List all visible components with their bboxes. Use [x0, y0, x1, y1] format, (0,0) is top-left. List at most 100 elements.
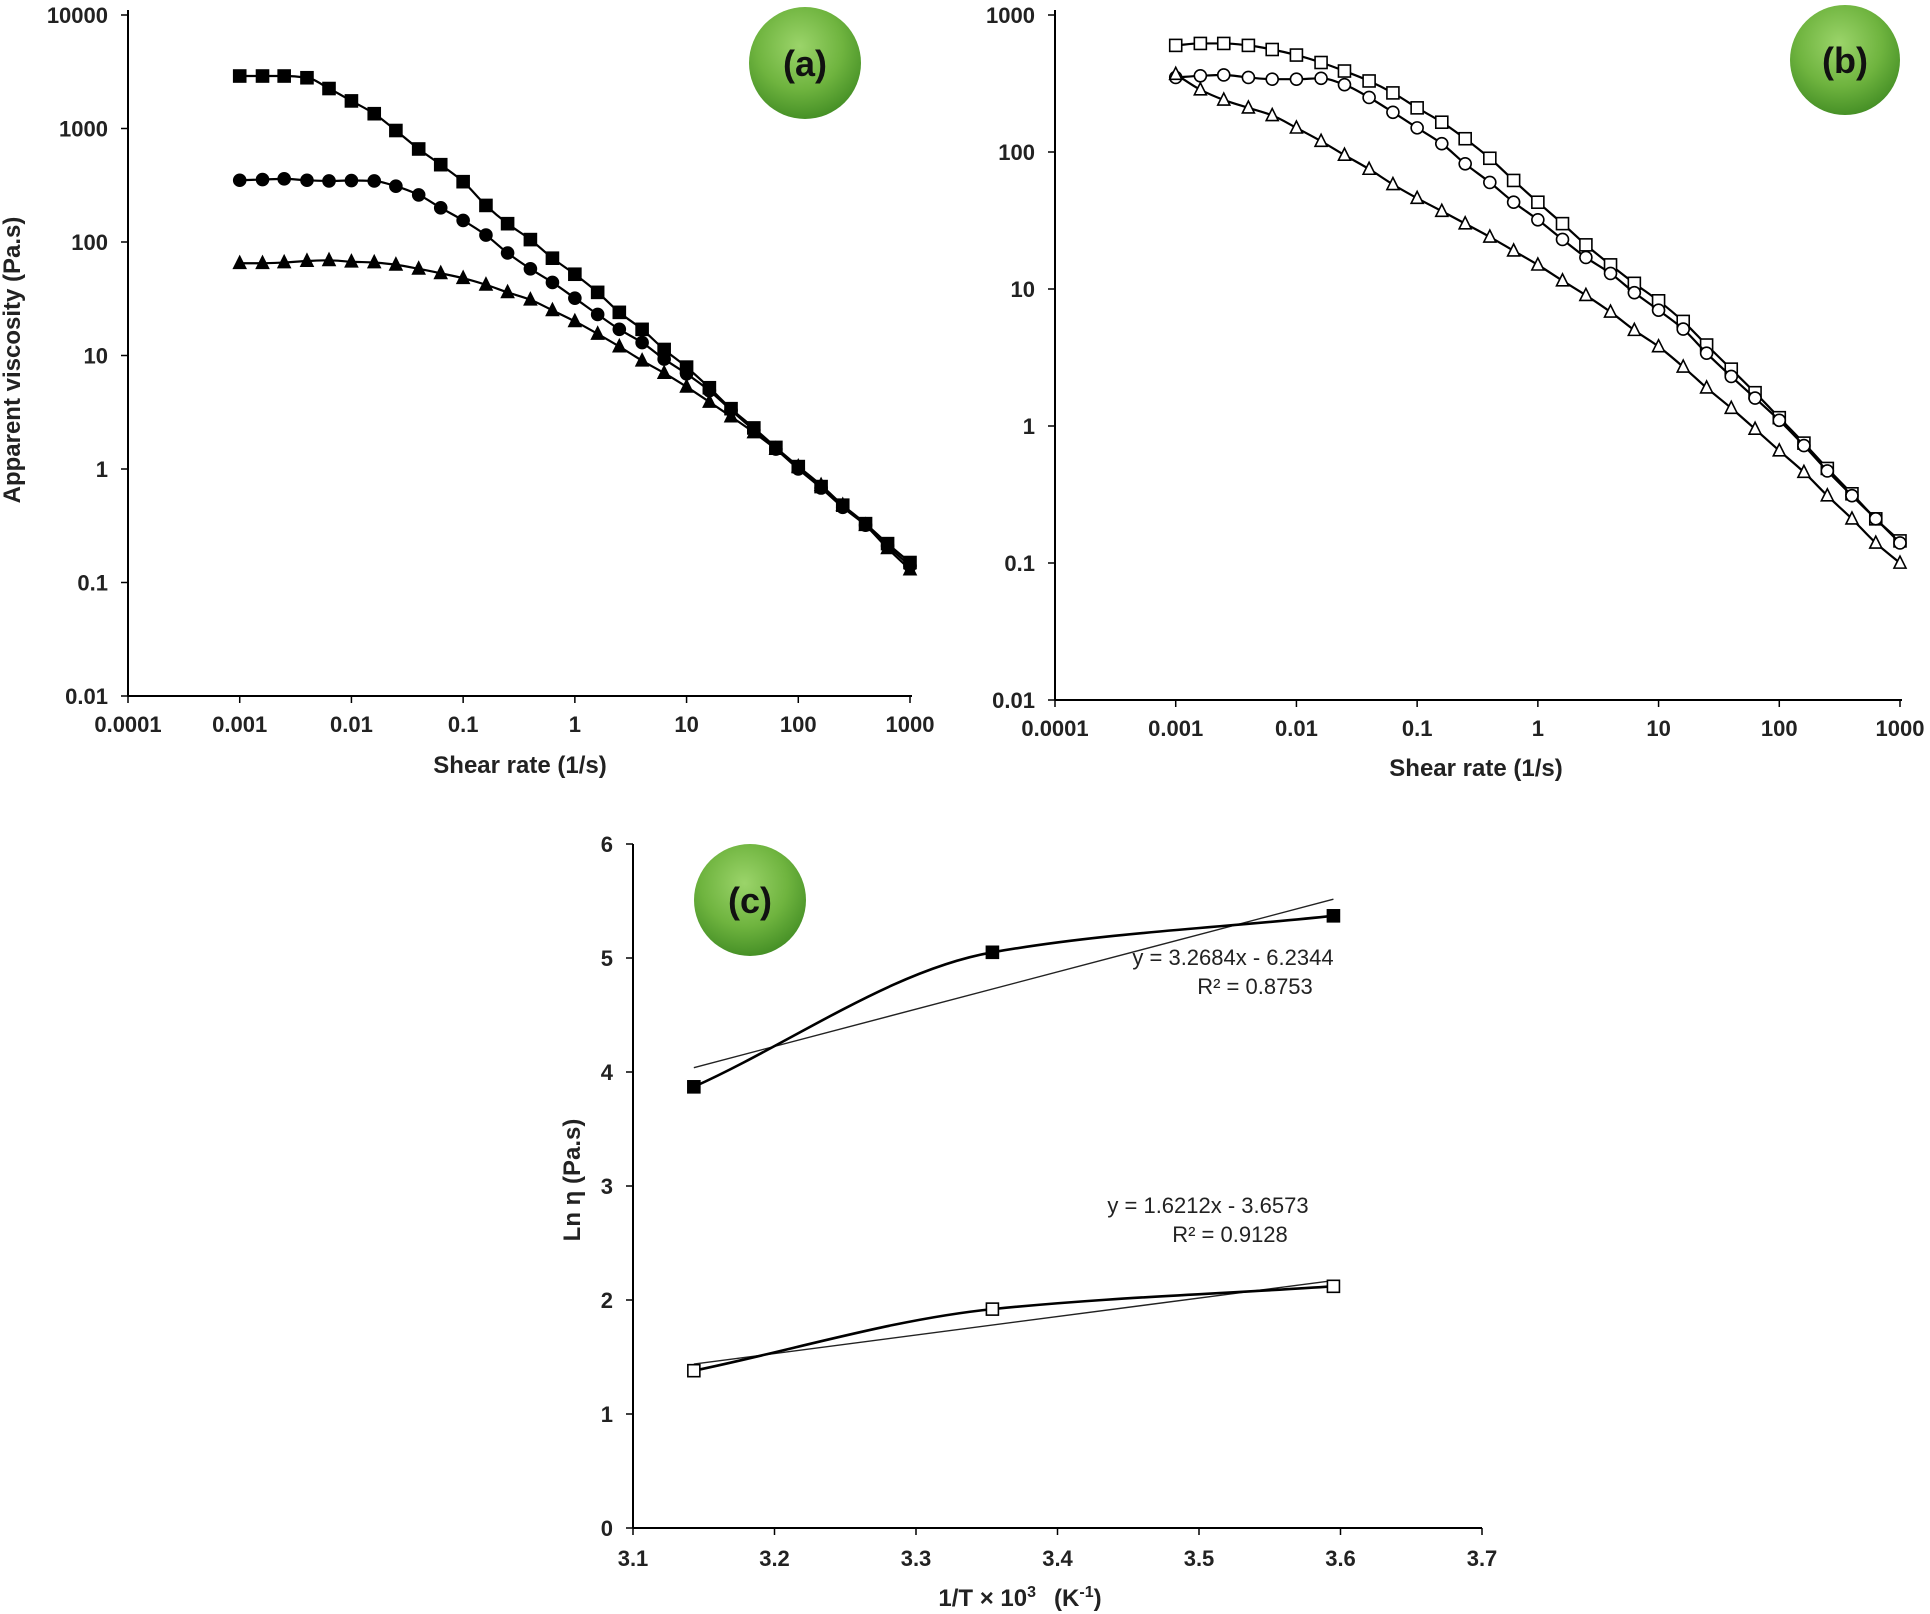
data-point-triangle	[1603, 303, 1618, 318]
x-tick-label: 1	[1532, 716, 1544, 741]
data-point-triangle	[1651, 337, 1666, 353]
data-point-square	[1193, 36, 1208, 51]
y-tick-label: 0	[601, 1516, 613, 1541]
y-tick-label: 1000	[986, 3, 1035, 28]
data-point-circle	[1845, 488, 1859, 503]
trendline-r2-top: R² = 0.8753	[1197, 974, 1313, 999]
data-point-triangle	[344, 253, 359, 268]
data-point-square	[1506, 173, 1521, 188]
x-tick-label: 3.6	[1325, 1546, 1356, 1571]
data-point-triangle	[634, 352, 650, 367]
data-point-square	[1555, 216, 1570, 231]
data-point-circle	[612, 322, 627, 337]
y-tick-label: 0.01	[65, 684, 108, 709]
x-tick-label: 0.0001	[1021, 716, 1088, 741]
data-point-circle	[590, 307, 605, 322]
data-point-triangle	[835, 496, 851, 512]
y-tick-label: 0.1	[77, 571, 108, 596]
chart-c-tick-labels: 3.1 3.2 3.3 3.4 3.5 3.6 3.7 0 1 2 3 4 5 6	[601, 832, 1498, 1571]
y-tick-label: 2	[601, 1288, 613, 1313]
data-point-triangle	[1747, 420, 1763, 435]
data-point-circle	[1337, 77, 1352, 92]
data-point-circle	[1772, 413, 1787, 428]
data-point-circle	[679, 366, 694, 381]
data-point-square	[985, 945, 1000, 960]
data-point-circle	[433, 201, 448, 215]
x-tick-label: 0.0001	[94, 712, 161, 737]
data-point-circle	[1483, 175, 1497, 190]
data-point-triangle	[1193, 81, 1208, 96]
data-point-triangle	[388, 256, 404, 271]
data-point-circle	[1893, 536, 1907, 550]
data-point-triangle	[768, 440, 784, 455]
series-curve	[693, 1285, 1334, 1372]
chart-b-axes	[1048, 10, 1902, 707]
data-point-circle	[1289, 72, 1304, 86]
data-point-circle	[1434, 136, 1449, 151]
y-tick-label: 1000	[59, 117, 108, 142]
data-point-square	[1289, 48, 1304, 62]
data-point-circle	[1627, 285, 1642, 300]
data-point-square	[1434, 115, 1449, 130]
data-point-square	[232, 69, 247, 83]
data-point-square	[1326, 1279, 1341, 1294]
y-tick-label: 1	[601, 1402, 613, 1427]
y-tick-label: 10000	[47, 3, 108, 28]
data-point-circle	[389, 179, 403, 194]
y-tick-label: 100	[71, 230, 108, 255]
chart-c-series	[687, 898, 1341, 1378]
data-point-triangle	[1289, 119, 1304, 134]
data-point-circle	[411, 188, 426, 202]
data-point-circle	[367, 174, 382, 188]
data-point-circle	[1216, 68, 1231, 82]
data-point-triangle	[858, 516, 873, 532]
data-point-triangle	[500, 283, 515, 299]
data-point-square	[523, 232, 538, 247]
data-point-square	[344, 94, 359, 108]
y-tick-label: 0.1	[1004, 551, 1035, 576]
data-point-circle	[456, 213, 470, 228]
data-point-triangle	[1241, 99, 1256, 114]
y-tick-label: 0.01	[992, 688, 1035, 713]
series-square-open	[1168, 36, 1907, 548]
data-point-circle	[255, 172, 270, 187]
data-point-circle	[1820, 464, 1835, 478]
data-point-circle	[344, 173, 359, 188]
data-point-triangle	[1264, 106, 1280, 122]
data-point-triangle	[1337, 146, 1352, 161]
data-point-circle	[1724, 369, 1739, 384]
data-point-triangle	[478, 276, 494, 291]
data-point-circle	[232, 173, 247, 188]
chart-c-axes	[626, 843, 1483, 1535]
data-point-triangle	[1820, 487, 1835, 502]
chart-a-panel-label: (a)	[783, 43, 827, 84]
data-point-triangle	[1868, 534, 1884, 549]
data-point-triangle	[1434, 202, 1450, 218]
data-point-square	[1531, 195, 1545, 210]
series-line	[1175, 42, 1901, 542]
data-point-triangle	[790, 457, 806, 473]
data-point-triangle	[612, 337, 627, 353]
data-point-triangle	[702, 393, 717, 408]
x-tick-label: 0.01	[330, 712, 373, 737]
data-point-square	[635, 322, 649, 337]
data-point-triangle	[902, 560, 918, 576]
data-point-triangle	[255, 254, 270, 270]
linear-trendline	[693, 898, 1334, 1069]
chart-c-y-axis-title: Ln η (Pa.s)	[559, 1119, 586, 1242]
chart-c-panel-badge: (c)	[694, 844, 806, 956]
data-point-triangle	[813, 476, 829, 492]
data-point-circle	[1603, 266, 1618, 281]
data-point-circle	[1193, 68, 1208, 83]
data-point-square	[277, 69, 291, 83]
x-tick-label: 0.1	[1402, 716, 1433, 741]
data-point-circle	[1699, 346, 1714, 360]
data-point-square	[1337, 64, 1352, 78]
data-point-triangle	[276, 253, 292, 269]
data-point-square	[1579, 238, 1593, 252]
chart-b-series	[1168, 36, 1908, 569]
series-square-filled	[687, 898, 1341, 1094]
data-point-triangle	[656, 364, 672, 380]
data-point-circle	[1362, 90, 1376, 105]
